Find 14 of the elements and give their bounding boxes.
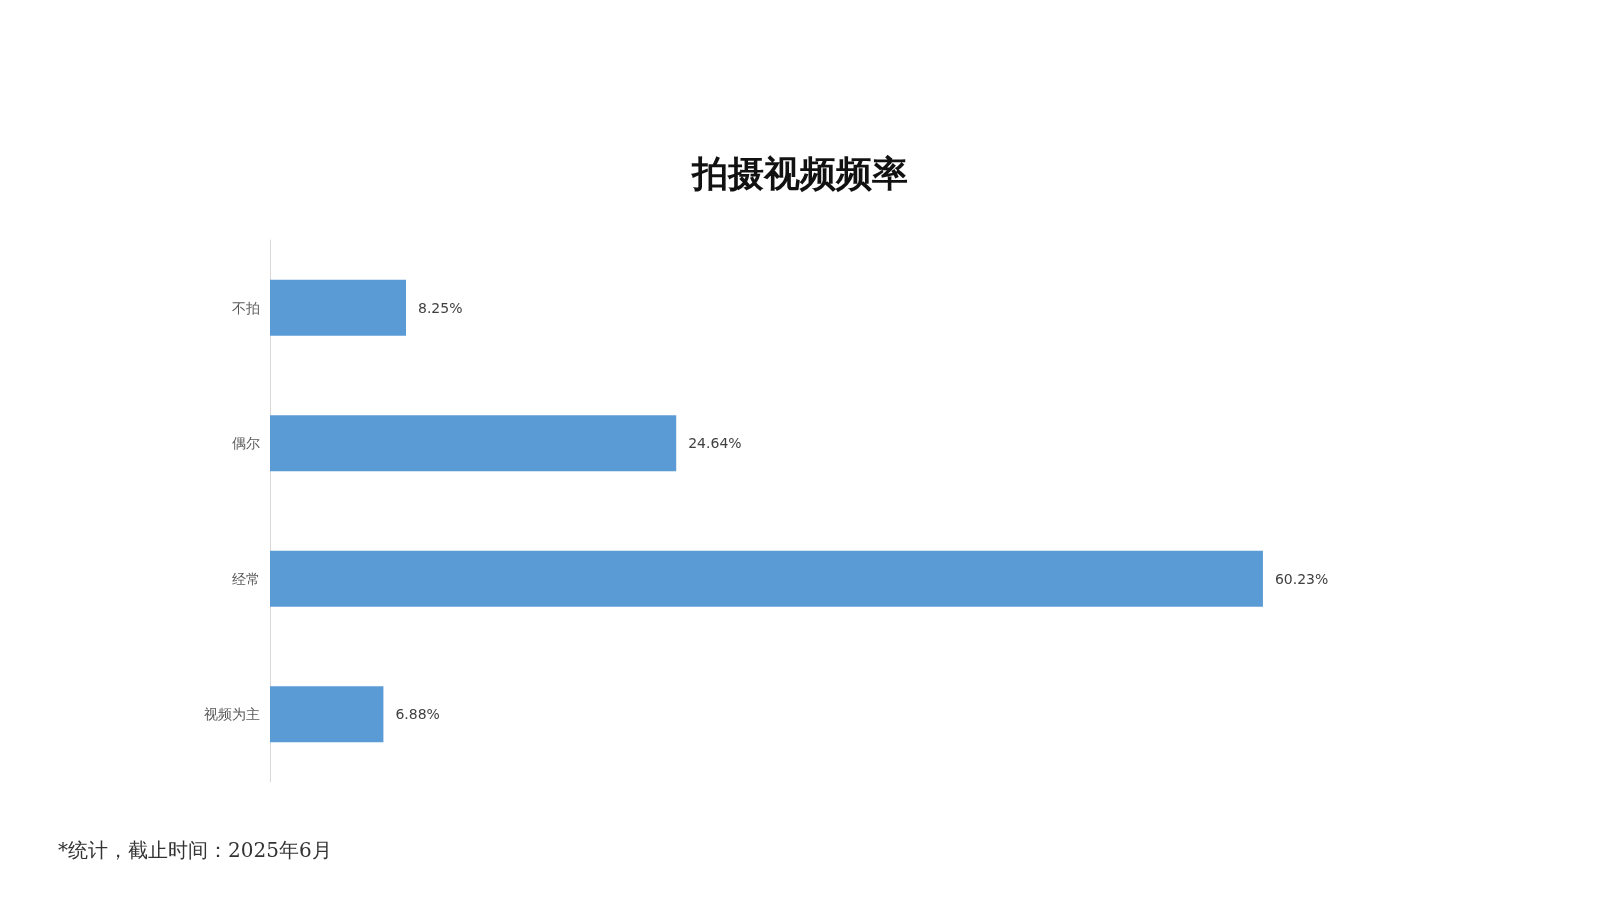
- data-label: 6.88%: [395, 706, 440, 723]
- y-tick-label: 不拍: [232, 299, 260, 316]
- chart-title: 拍摄视频频率: [690, 152, 908, 194]
- y-tick-label: 经常: [232, 570, 260, 587]
- bar: [270, 279, 407, 336]
- y-tick-label: 视频为主: [204, 706, 260, 723]
- bar: [270, 686, 384, 743]
- bar: [270, 550, 1263, 607]
- text: *统计，截止时间：2025年6月: [58, 838, 332, 862]
- data-label: 8.25%: [418, 299, 463, 316]
- data-label: 24.64%: [688, 435, 742, 452]
- data-label: 60.23%: [1274, 570, 1329, 587]
- bar: [270, 415, 677, 472]
- y-tick-label: 偶尔: [232, 435, 260, 452]
